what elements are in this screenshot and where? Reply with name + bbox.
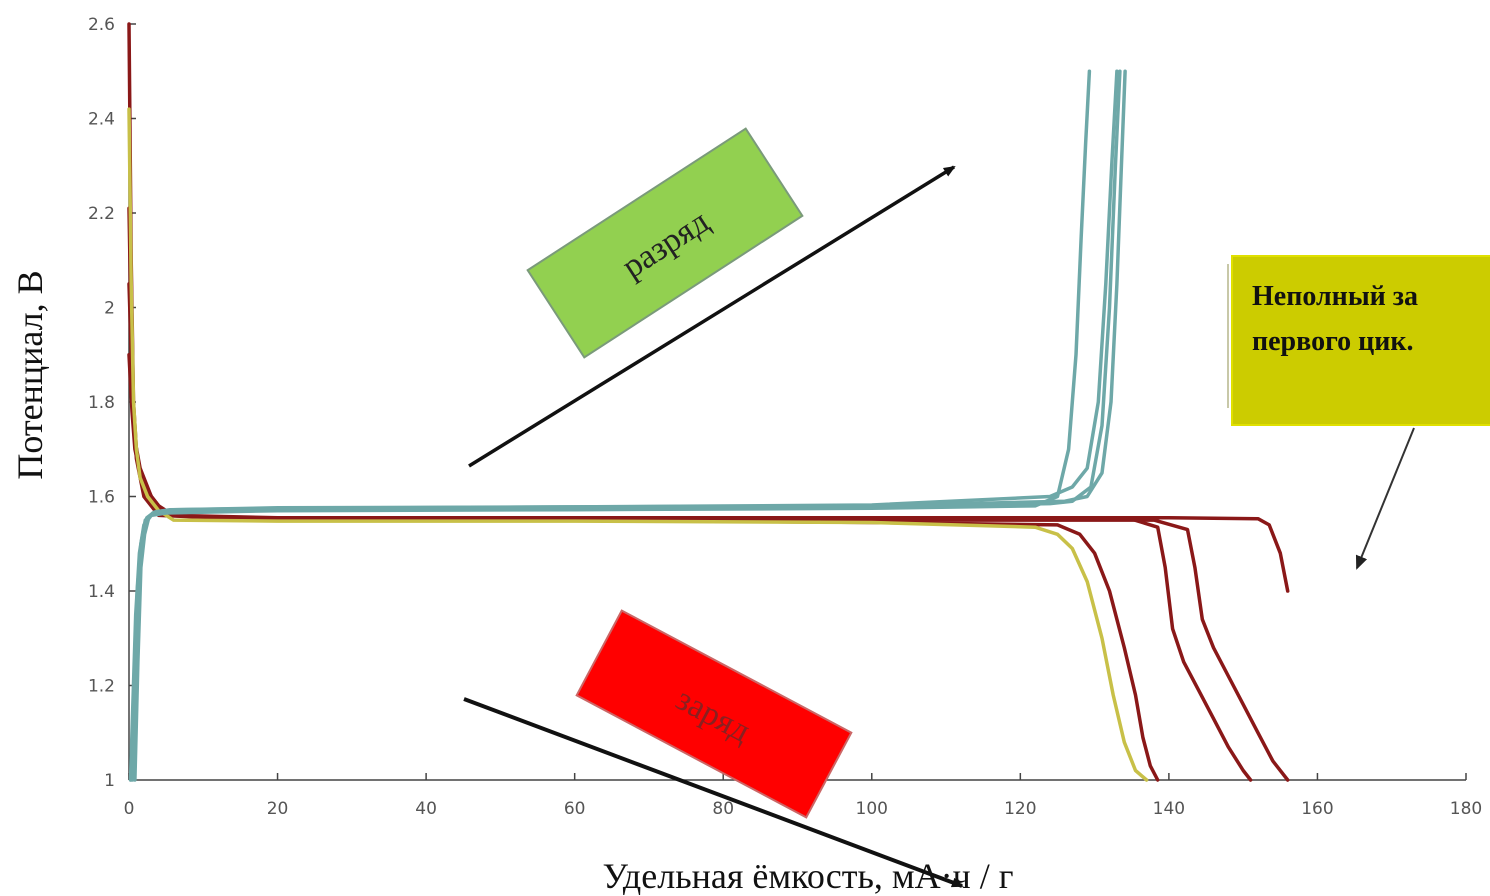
axes: 0 20 40 60 80 100 120 140 160 180 1 1.2 1.4 1.6 1.8 2 2.… <box>88 15 1482 819</box>
discharge-label-box: разряд <box>526 127 804 359</box>
charge-box <box>575 609 853 819</box>
note-arrow <box>1355 427 1415 570</box>
x-tick-label: 20 <box>267 799 289 819</box>
x-tick-label: 80 <box>712 799 734 819</box>
y-tick-label: 1.8 <box>88 393 115 413</box>
x-tick-label: 140 <box>1153 799 1185 819</box>
y-tick-label: 1.4 <box>88 582 115 602</box>
y-tick-label: 2 <box>104 299 115 319</box>
note-line-2: первого цик. <box>1252 326 1413 357</box>
y-tick-label: 1 <box>104 771 115 791</box>
y-tick-label: 1.6 <box>88 488 115 508</box>
charge-label-box: заряд <box>575 609 853 819</box>
charge-arrow <box>463 697 964 888</box>
x-tick-label: 180 <box>1450 799 1482 819</box>
x-axis-title: Удельная ёмкость, мА·ч / г <box>602 856 1013 896</box>
series-layer <box>127 22 1290 782</box>
x-tick-label: 100 <box>856 799 888 819</box>
series-line-9 <box>133 69 1119 782</box>
y-tick-label: 2.2 <box>88 204 115 224</box>
y-tick-label: 2.4 <box>88 110 115 130</box>
y-axis-title: Потенциал, В <box>10 270 50 479</box>
y-tick-label: 2.6 <box>88 15 115 35</box>
x-tick-label: 120 <box>1004 799 1036 819</box>
discharge-box <box>526 127 804 359</box>
x-tick-label: 160 <box>1301 799 1333 819</box>
discharge-arrow <box>468 165 956 468</box>
note-box <box>1231 255 1490 426</box>
series-line-5 <box>127 107 1149 782</box>
x-tick-label: 60 <box>564 799 586 819</box>
note-line-1: Неполный за <box>1252 281 1418 312</box>
x-tick-label: 40 <box>415 799 437 819</box>
y-tick-label: 1.2 <box>88 677 115 697</box>
incomplete-charge-note: Неполный за первого цик. <box>1227 255 1490 426</box>
x-tick-label: 0 <box>124 799 135 819</box>
